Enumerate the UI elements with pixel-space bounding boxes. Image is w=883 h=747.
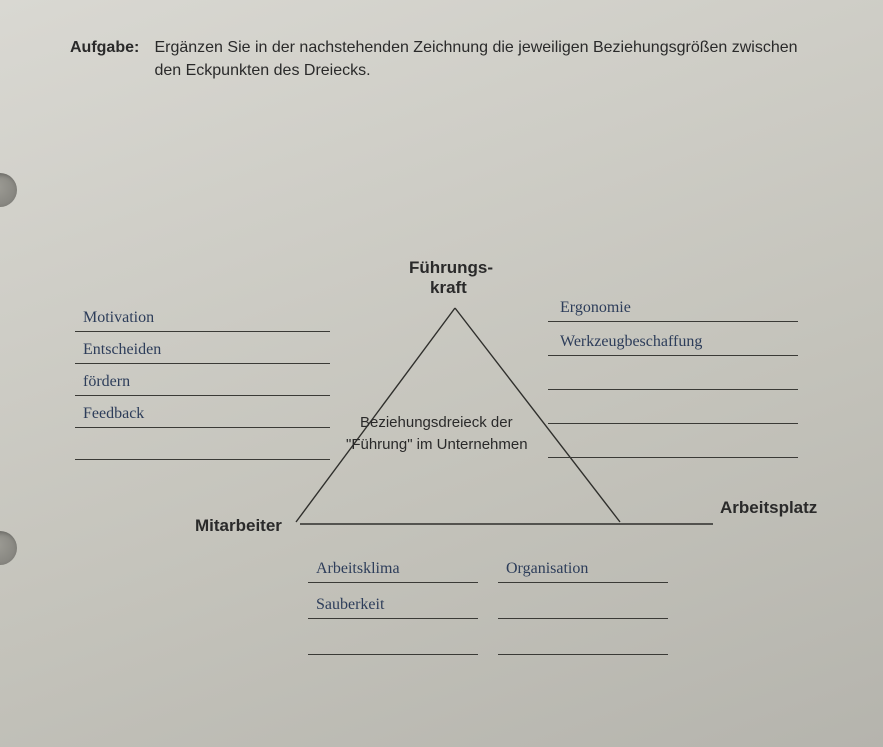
vertex-top-line2: kraft — [430, 278, 467, 298]
bottom-right-rel-underline — [498, 618, 668, 619]
punch-hole — [0, 531, 17, 565]
left-rel-underline — [75, 331, 330, 332]
worksheet-page: Aufgabe: Ergänzen Sie in der nachstehend… — [0, 0, 883, 747]
bottom-left-rel-entry: Arbeitsklima — [316, 560, 400, 578]
bottom-left-rel-entry: Sauberkeit — [316, 596, 384, 614]
bottom-right-rel-underline — [498, 582, 668, 583]
left-rel-underline — [75, 427, 330, 428]
vertex-right: Arbeitsplatz — [720, 498, 817, 518]
task-text: Ergänzen Sie in der nachstehenden Zeichn… — [154, 36, 814, 82]
bottom-left-rel-underline — [308, 582, 478, 583]
left-rel-underline — [75, 363, 330, 364]
right-rel-underline — [548, 389, 798, 390]
right-rel-underline — [548, 355, 798, 356]
bottom-left-rel-underline — [308, 618, 478, 619]
triangle-svg — [0, 0, 883, 747]
left-rel-entry: fördern — [83, 373, 130, 391]
left-rel-entry: Motivation — [83, 309, 154, 327]
task-label: Aufgabe: — [70, 36, 150, 59]
right-rel-underline — [548, 457, 798, 458]
right-rel-entry: Werkzeugbeschaffung — [560, 333, 702, 351]
vertex-left: Mitarbeiter — [195, 516, 282, 536]
right-rel-underline — [548, 321, 798, 322]
bottom-right-rel-entry: Organisation — [506, 560, 588, 578]
right-rel-underline — [548, 423, 798, 424]
left-rel-entry: Feedback — [83, 405, 144, 423]
bottom-left-rel-underline — [308, 654, 478, 655]
vertex-top-line1: Führungs- — [409, 258, 493, 278]
right-rel-entry: Ergonomie — [560, 299, 631, 317]
punch-hole — [0, 173, 17, 207]
left-rel-underline — [75, 395, 330, 396]
center-text-2: "Führung" im Unternehmen — [346, 436, 528, 453]
center-text-1: Beziehungsdreieck der — [360, 414, 513, 431]
task-block: Aufgabe: Ergänzen Sie in der nachstehend… — [70, 36, 830, 82]
left-rel-underline — [75, 459, 330, 460]
bottom-right-rel-underline — [498, 654, 668, 655]
left-rel-entry: Entscheiden — [83, 341, 161, 359]
